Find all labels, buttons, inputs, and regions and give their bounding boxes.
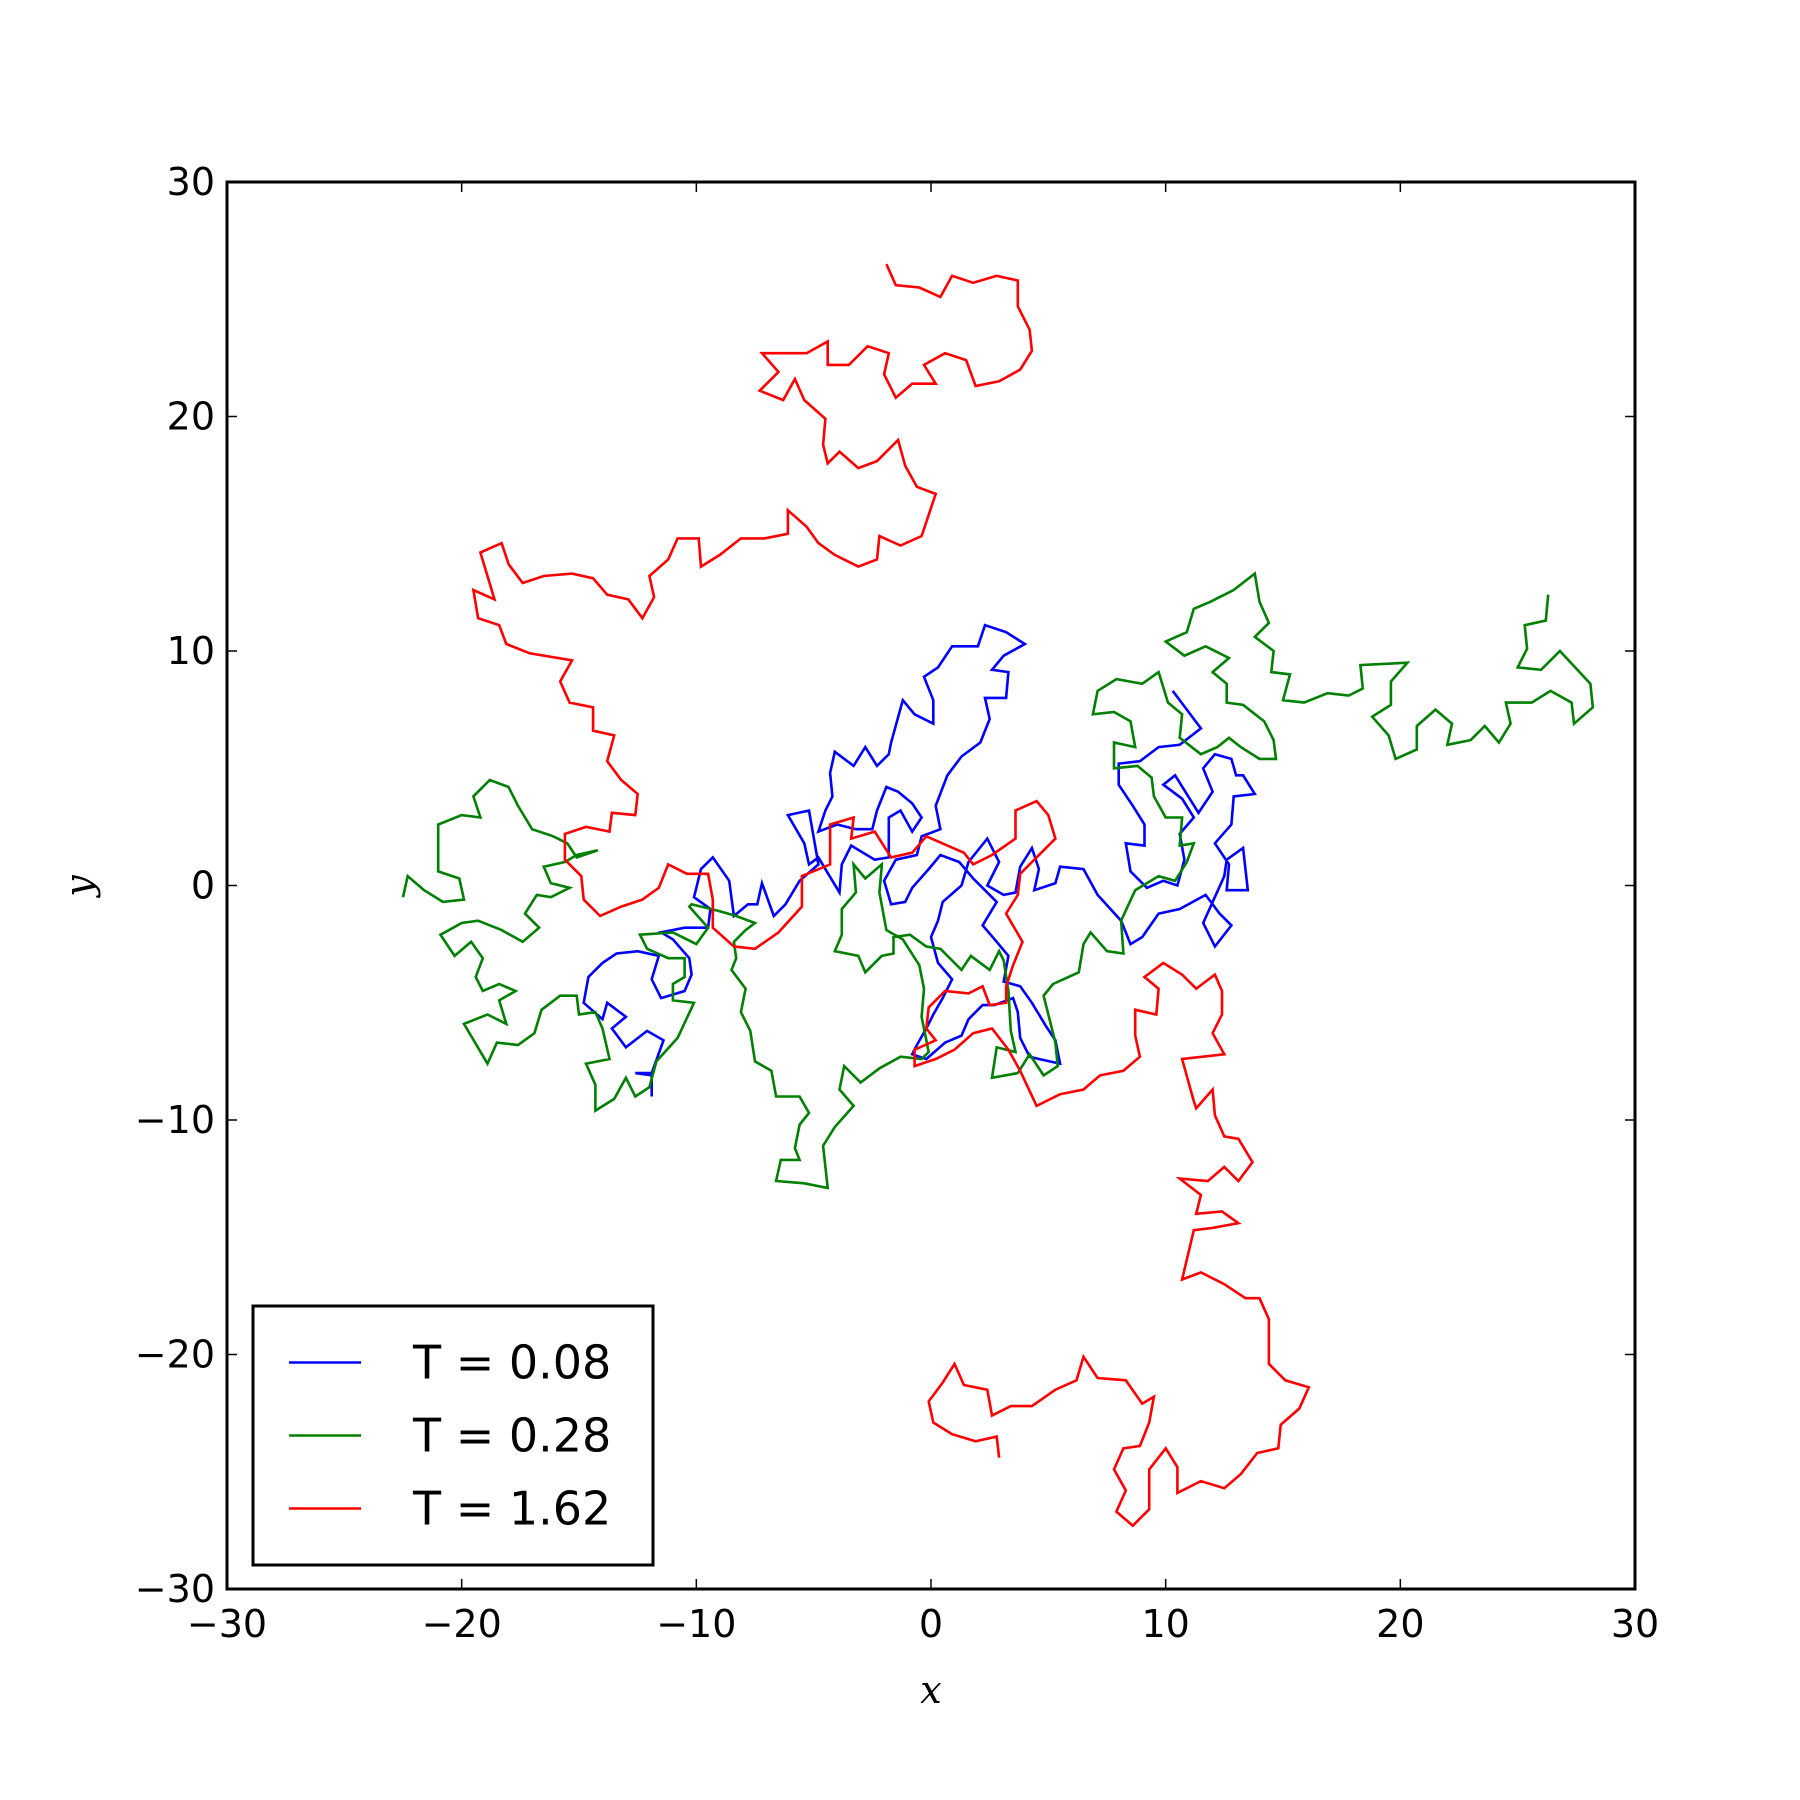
- legend-label: T = 1.62: [412, 1482, 611, 1536]
- y-tick-label: 0: [191, 864, 215, 908]
- x-tick-label: 10: [1141, 1602, 1189, 1646]
- y-tick-label: −20: [135, 1333, 215, 1377]
- series-line: [471, 263, 1311, 1528]
- series-line: [401, 571, 1595, 1190]
- legend-label: T = 0.28: [412, 1409, 611, 1463]
- y-tick-label: −30: [135, 1567, 215, 1611]
- x-tick-label: −10: [656, 1602, 736, 1646]
- x-tick-label: 20: [1376, 1602, 1424, 1646]
- legend: T = 0.08 T = 0.28 T = 1.62: [251, 1304, 655, 1567]
- y-tick-label: 10: [167, 629, 215, 673]
- x-tick-label: −30: [187, 1602, 267, 1646]
- x-tick-label: −20: [422, 1602, 502, 1646]
- series-line: [582, 623, 1257, 1097]
- y-axis-label: y: [57, 875, 101, 899]
- plot-area: [401, 263, 1595, 1528]
- x-tick-label: 0: [919, 1602, 943, 1646]
- legend-label: T = 0.08: [412, 1336, 611, 1390]
- y-tick-label: 20: [167, 395, 215, 439]
- x-tick-label: 30: [1611, 1602, 1659, 1646]
- y-tick-label: 30: [167, 160, 215, 204]
- x-axis-label: x: [920, 1668, 941, 1712]
- y-tick-label: −10: [135, 1098, 215, 1142]
